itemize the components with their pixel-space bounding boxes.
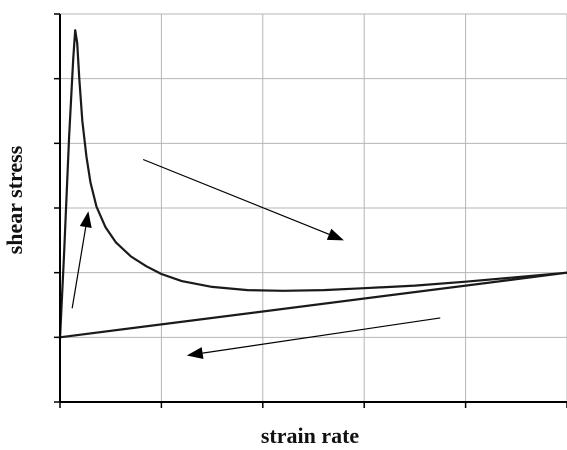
direction-arrow-shaft (142, 158, 330, 235)
series-line-upcurve (58, 29, 567, 339)
y-axis-title: shear stress (2, 145, 27, 254)
direction-arrow-shaft (202, 317, 441, 354)
arrow-group (71, 158, 441, 360)
direction-arrow-shaft (71, 226, 87, 309)
direction-arrow-head (186, 347, 204, 360)
direction-arrow-head (79, 211, 92, 229)
series-group (58, 29, 567, 339)
grid (60, 13, 567, 402)
x-axis-title: strain rate (261, 423, 360, 448)
series-line-downcurve (59, 271, 567, 339)
direction-arrow-head (326, 228, 344, 241)
axes (54, 13, 567, 408)
